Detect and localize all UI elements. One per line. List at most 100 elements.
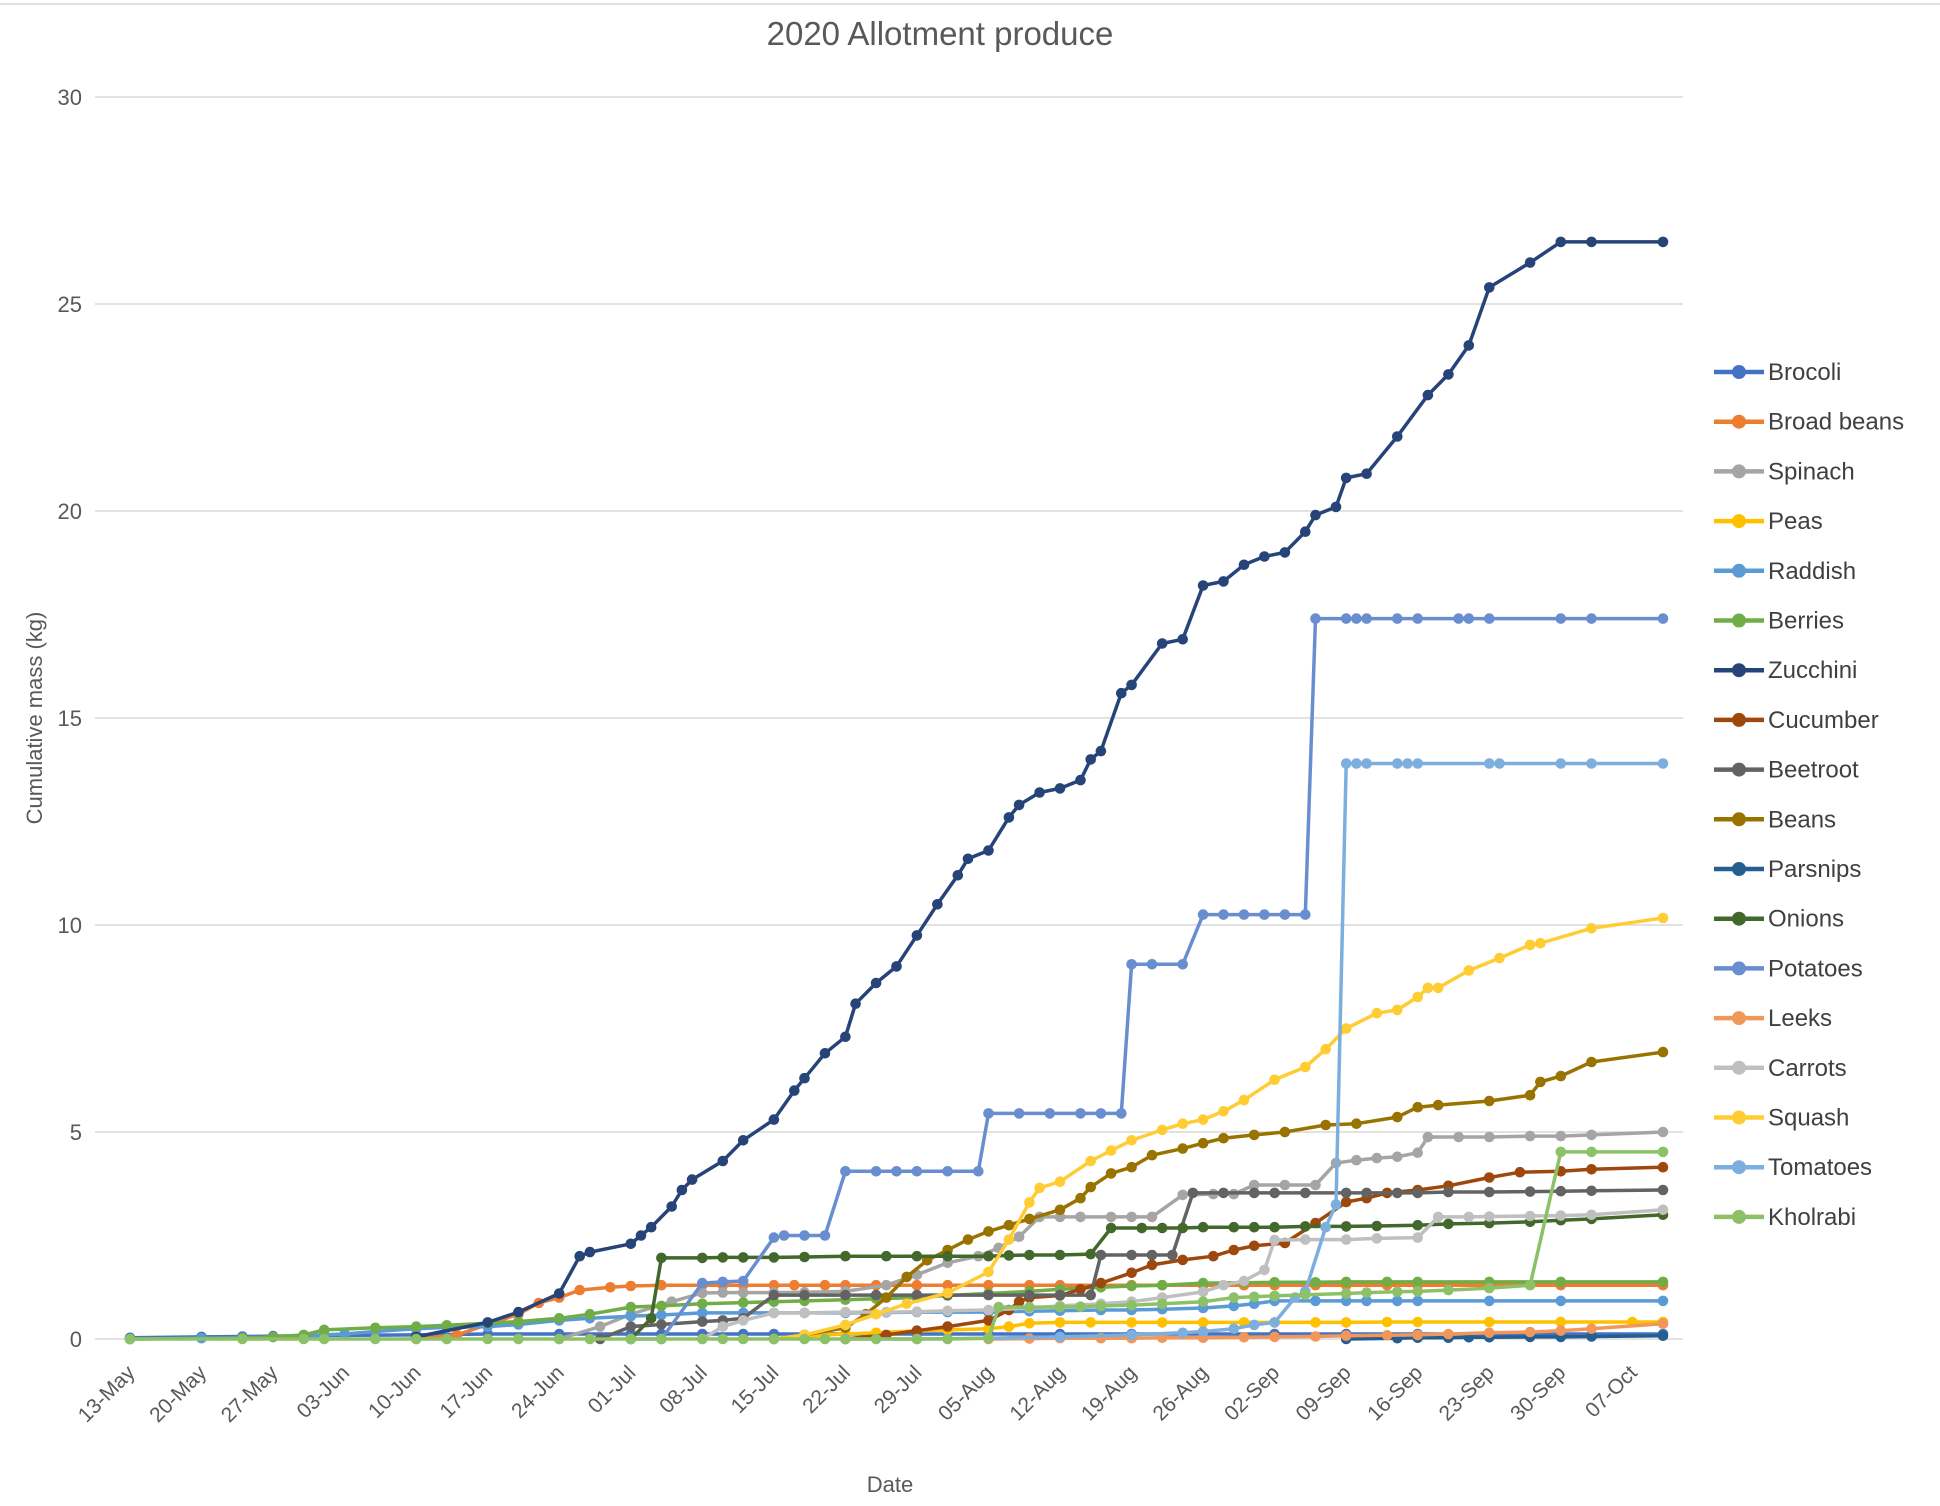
data-point bbox=[584, 1333, 596, 1345]
data-point bbox=[768, 1252, 780, 1263]
legend-item-onions[interactable]: Onions bbox=[1714, 906, 1844, 933]
legend-swatch-marker-kholrabi bbox=[1732, 1209, 1746, 1224]
data-point bbox=[717, 1276, 729, 1288]
data-point bbox=[1269, 1277, 1280, 1288]
data-point bbox=[1320, 1221, 1331, 1233]
data-point bbox=[1412, 991, 1423, 1003]
data-point bbox=[1146, 1211, 1158, 1223]
x-tick-label-17-jun: 17-Jun bbox=[436, 1361, 498, 1423]
data-point bbox=[1586, 1129, 1597, 1141]
data-point bbox=[1279, 909, 1291, 920]
data-point bbox=[1126, 1280, 1137, 1292]
data-point bbox=[1197, 1114, 1209, 1125]
legend-item-beetroot[interactable]: Beetroot bbox=[1714, 757, 1859, 784]
data-point bbox=[1197, 909, 1209, 920]
data-point bbox=[1146, 1149, 1158, 1161]
data-point bbox=[1555, 613, 1567, 624]
x-tick-label-23-sep: 23-Sep bbox=[1435, 1361, 1499, 1425]
data-point bbox=[911, 1325, 923, 1336]
data-point bbox=[1494, 952, 1505, 964]
legend-item-kholrabi[interactable]: Kholrabi bbox=[1714, 1204, 1856, 1231]
series-potatoes[interactable] bbox=[625, 613, 1669, 1345]
data-point bbox=[1392, 613, 1403, 624]
data-point bbox=[1412, 1232, 1423, 1243]
series-zucchini[interactable] bbox=[410, 236, 1669, 1343]
data-point bbox=[1146, 1249, 1158, 1261]
data-point bbox=[993, 1301, 1004, 1313]
data-point bbox=[799, 1333, 810, 1345]
y-tick-label-30: 30 bbox=[58, 85, 82, 110]
data-point bbox=[1412, 1286, 1423, 1297]
legend-item-spinach[interactable]: Spinach bbox=[1714, 458, 1855, 485]
legend-item-squash[interactable]: Squash bbox=[1714, 1105, 1849, 1132]
data-point bbox=[911, 1166, 923, 1177]
data-point bbox=[1586, 1146, 1597, 1158]
legend-swatch-marker-beetroot bbox=[1732, 762, 1746, 777]
series-kholrabi[interactable] bbox=[124, 1146, 1669, 1345]
data-point bbox=[553, 1288, 565, 1299]
data-point bbox=[1484, 613, 1495, 624]
x-tick-label-13-may: 13-May bbox=[74, 1361, 140, 1427]
legend-item-peas[interactable]: Peas bbox=[1714, 508, 1823, 535]
data-point bbox=[1555, 236, 1567, 248]
legend-item-brocoli[interactable]: Brocoli bbox=[1714, 359, 1841, 386]
legend-item-raddish[interactable]: Raddish bbox=[1714, 558, 1856, 585]
data-point bbox=[1361, 468, 1372, 480]
data-point bbox=[1484, 1316, 1495, 1328]
legend-swatch-marker-zucchini bbox=[1732, 663, 1746, 678]
legend-item-potatoes[interactable]: Potatoes bbox=[1714, 955, 1863, 982]
data-point bbox=[1126, 1299, 1137, 1311]
legend-item-zucchini[interactable]: Zucchini bbox=[1714, 657, 1857, 684]
legend-item-beans[interactable]: Beans bbox=[1714, 806, 1836, 833]
legend-item-cucumber[interactable]: Cucumber bbox=[1714, 707, 1879, 734]
data-point bbox=[1228, 1323, 1240, 1334]
x-axis-tick-labels: 13-May 20-May 27-May 03-Jun 10-Jun 17-Jun 24-J… bbox=[74, 1361, 1642, 1427]
data-point bbox=[1484, 758, 1495, 769]
data-point bbox=[1412, 1147, 1423, 1158]
series-squash[interactable] bbox=[768, 912, 1669, 1345]
legend-item-carrots[interactable]: Carrots bbox=[1714, 1055, 1847, 1082]
data-point bbox=[1238, 559, 1250, 571]
data-point bbox=[1003, 812, 1015, 823]
data-point bbox=[737, 1135, 749, 1146]
legend-item-leeks[interactable]: Leeks bbox=[1714, 1005, 1832, 1032]
data-point bbox=[1340, 1234, 1352, 1245]
data-point bbox=[1300, 909, 1311, 920]
data-point bbox=[1340, 1187, 1352, 1199]
legend-item-tomatoes[interactable]: Tomatoes bbox=[1714, 1154, 1872, 1181]
data-point bbox=[1555, 1070, 1567, 1082]
data-point bbox=[1208, 1250, 1219, 1262]
data-point bbox=[1524, 939, 1536, 951]
legend-label-potatoes: Potatoes bbox=[1768, 955, 1863, 982]
series-beans[interactable] bbox=[768, 1046, 1669, 1345]
series-line-tomatoes bbox=[843, 761, 1665, 1341]
data-point bbox=[737, 1252, 749, 1263]
data-point bbox=[1392, 1151, 1403, 1163]
legend-swatch-marker-peas bbox=[1732, 514, 1746, 529]
legend-swatch-marker-berries bbox=[1732, 613, 1746, 628]
data-point bbox=[737, 1287, 749, 1298]
legend-item-berries[interactable]: Berries bbox=[1714, 608, 1844, 635]
legend-swatch-marker-broad-beans bbox=[1732, 414, 1746, 429]
data-point bbox=[973, 1166, 984, 1177]
data-point bbox=[768, 1307, 780, 1319]
data-point bbox=[1054, 1204, 1066, 1216]
data-point bbox=[1361, 613, 1372, 624]
data-point bbox=[870, 1289, 882, 1301]
data-point bbox=[1136, 1222, 1148, 1234]
legend-label-broad-beans: Broad beans bbox=[1768, 409, 1904, 436]
data-point bbox=[911, 1279, 923, 1291]
series-tomatoes[interactable] bbox=[840, 758, 1669, 1345]
data-point bbox=[1279, 1126, 1291, 1138]
data-point bbox=[482, 1317, 494, 1328]
data-point bbox=[1494, 758, 1505, 769]
data-point bbox=[942, 1166, 953, 1177]
data-point bbox=[1024, 1197, 1035, 1208]
legend-item-broad-beans[interactable]: Broad beans bbox=[1714, 409, 1904, 436]
data-point bbox=[1054, 1331, 1066, 1343]
legend-item-parsnips[interactable]: Parsnips bbox=[1714, 856, 1861, 883]
data-point bbox=[1075, 1108, 1086, 1119]
data-point bbox=[778, 1230, 790, 1241]
data-point bbox=[1085, 1317, 1096, 1328]
data-point bbox=[1412, 1276, 1423, 1288]
